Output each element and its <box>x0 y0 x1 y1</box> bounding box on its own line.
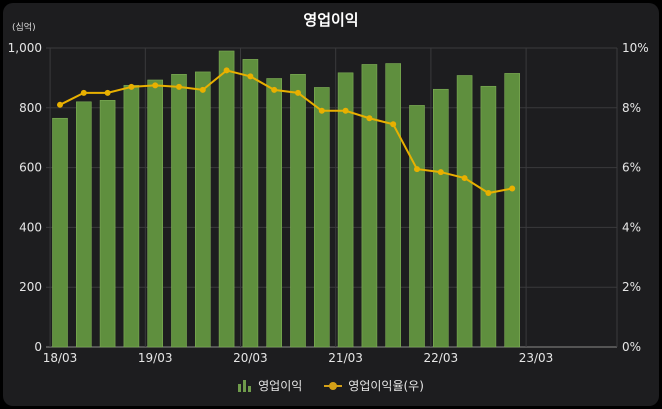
legend-line-label: 영업이익율(우) <box>348 379 424 393</box>
bar <box>76 101 92 348</box>
y-left-tick-label: 400 <box>19 220 42 234</box>
x-tick-label: 20/03 <box>233 351 268 365</box>
line-point <box>271 86 278 93</box>
line-point <box>57 101 63 108</box>
bar <box>337 72 354 348</box>
bar <box>99 100 116 348</box>
y-right-tick-label: 10% <box>622 41 649 55</box>
line-point <box>461 175 468 182</box>
bar <box>123 85 140 348</box>
unit-label: (십억) <box>12 23 36 33</box>
legend-item-bar[interactable]: 영업이익 <box>238 377 302 394</box>
bar <box>171 74 187 348</box>
bar <box>432 88 449 348</box>
line-point <box>414 166 420 173</box>
x-tick-label: 19/03 <box>138 351 173 365</box>
bar <box>242 59 259 348</box>
line-point <box>509 185 516 192</box>
line-point <box>152 82 159 89</box>
series-line <box>59 69 513 195</box>
y-left-tick-label: 800 <box>19 101 42 115</box>
line-point <box>176 83 182 90</box>
bar <box>147 79 163 348</box>
y-left-tick-label: 0 <box>34 340 42 354</box>
y-right-tick-label: 2% <box>622 280 641 294</box>
bar <box>456 75 473 348</box>
y-right-tick-label: 6% <box>622 161 641 175</box>
line-point <box>485 190 492 197</box>
bar <box>290 74 306 348</box>
x-tick-label: 18/03 <box>43 351 78 365</box>
x-tick-label: 23/03 <box>519 351 554 365</box>
bar <box>385 63 402 348</box>
line-point <box>295 89 301 96</box>
legend-item-line[interactable]: 영업이익율(우) <box>324 377 424 394</box>
bar <box>52 117 68 348</box>
line-point <box>80 89 87 96</box>
y-left-tick-label: 1,000 <box>8 41 42 55</box>
y-left-tick-label: 200 <box>19 280 42 294</box>
line-point <box>104 89 111 96</box>
bar <box>218 50 235 348</box>
y-right-tick-label: 8% <box>622 101 641 115</box>
bar <box>195 71 211 348</box>
x-tick-label: 22/03 <box>424 351 459 365</box>
line-point <box>223 67 230 74</box>
line-point <box>390 121 397 128</box>
bar <box>504 73 521 348</box>
line-point <box>128 83 135 90</box>
bar <box>409 105 425 348</box>
line-point <box>318 107 325 114</box>
y-left-tick-label: 600 <box>19 161 42 175</box>
y-right-tick-label: 0% <box>622 340 641 354</box>
y-right-tick-label: 4% <box>622 220 641 234</box>
line-point <box>366 115 373 122</box>
line-point <box>342 107 349 114</box>
chart-title: 영업이익 <box>303 11 359 29</box>
legend: 영업이익 영업이익율(우) <box>0 377 662 394</box>
legend-bar-label: 영업이익 <box>258 379 303 393</box>
x-tick-label: 21/03 <box>328 351 363 365</box>
line-point <box>247 73 254 80</box>
bar <box>361 64 378 348</box>
line-point <box>437 169 444 176</box>
line-point <box>199 86 206 93</box>
bar <box>266 78 283 348</box>
line-marker-icon <box>324 380 343 392</box>
bar <box>480 85 497 348</box>
bar-chart-icon <box>238 379 252 392</box>
bar <box>313 87 330 348</box>
